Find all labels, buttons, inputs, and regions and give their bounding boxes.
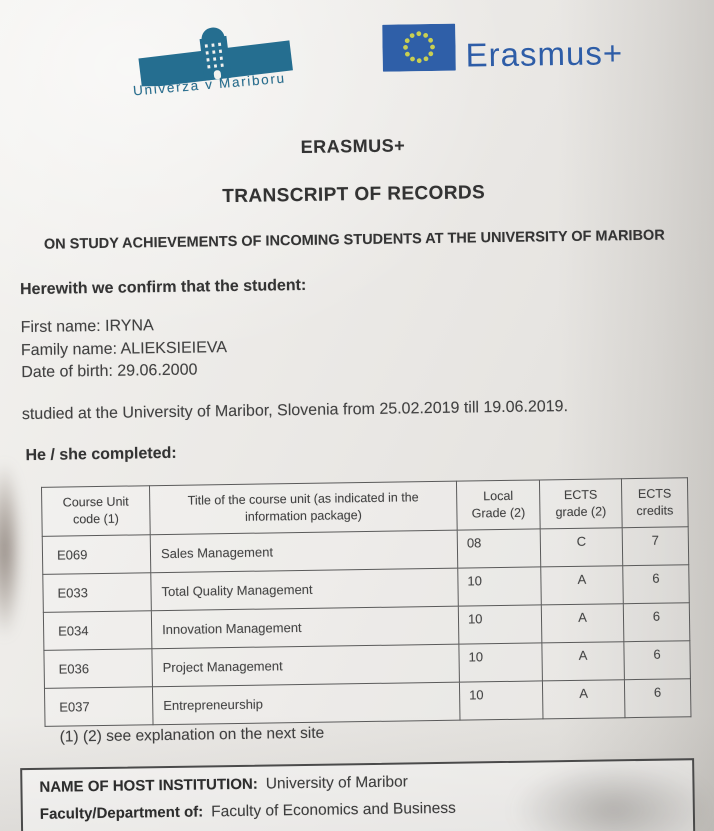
course-code-cell: E036 [43,648,153,689]
course-code-cell: E033 [42,572,152,613]
col-header-course-code: Course Unit code (1) [41,485,151,537]
first-name-row: First name: IRYNA [20,314,226,340]
ects-credits-cell: 6 [622,564,690,604]
document-subtitle: ON STUDY ACHIEVEMENTS OF INCOMING STUDEN… [43,227,665,253]
university-building-icon [138,27,293,89]
birth-date-value: 29.06.2000 [117,361,198,380]
col-header-ects-credits: ECTS credits [621,477,689,528]
course-code-cell: E034 [43,610,152,651]
family-name-row: Family name: ALIEKSIEIEVA [21,337,227,363]
eu-flag-icon [382,23,456,72]
ects-grade-cell: C [540,527,623,567]
course-title-cell: Project Management [151,644,460,687]
ects-credits-cell: 6 [623,640,691,680]
local-grade-cell: 10 [457,566,542,607]
course-title-cell: Sales Management [150,530,458,573]
ects-credits-cell: 6 [623,602,690,642]
ects-grade-cell: A [541,641,625,681]
local-grade-cell: 10 [458,604,542,645]
local-grade-cell: 08 [457,528,541,569]
course-code-cell: E069 [42,534,151,575]
birth-date-row: Date of birth: 29.06.2000 [21,359,227,385]
course-title-cell: Total Quality Management [150,568,459,611]
finger-artifact [0,461,22,639]
footnote: (1) (2) see explanation on the next site [59,724,325,746]
host-institution-label: NAME OF HOST INSTITUTION: [39,775,258,796]
first-name-label: First name: [20,317,101,337]
study-period-line: studied at the University of Maribor, Sl… [21,398,569,424]
ects-grade-cell: A [542,679,625,719]
faculty-value: Faculty of Economics and Business [211,799,456,821]
ects-grade-cell: A [540,565,624,605]
col-header-local-grade: Local Grade (2) [456,479,541,531]
faculty-label: Faculty/Department of: [39,803,204,823]
family-name-value: ALIEKSIEIEVA [120,338,228,358]
photo-shadow [478,745,714,831]
student-details: First name: IRYNA Family name: ALIEKSIEI… [20,314,228,385]
first-name-value: IRYNA [104,317,154,335]
ects-credits-cell: 6 [624,678,691,718]
ects-credits-cell: 7 [622,526,689,566]
family-name-label: Family name: [20,340,118,359]
birth-date-label: Date of birth: [21,362,114,382]
program-title: ERASMUS+ [300,135,406,157]
completed-line: He / she completed: [25,444,177,465]
grades-table: Course Unit code (1) Title of the course… [40,477,692,727]
local-grade-cell: 10 [458,642,543,683]
ects-grade-cell: A [541,603,624,643]
col-header-course-title: Title of the course unit (as indicated i… [149,481,458,535]
course-title-cell: Entrepreneurship [152,682,461,725]
course-code-cell: E037 [44,686,154,727]
erasmus-wordmark: Erasmus+ [465,34,624,74]
document-title: TRANSCRIPT OF RECORDS [222,182,486,208]
university-of-maribor-logo: Univerza v Mariboru [130,24,303,109]
confirmation-line: Herewith we confirm that the student: [19,276,307,299]
host-institution-value: University of Maribor [265,773,408,793]
course-title-cell: Innovation Management [151,606,459,649]
local-grade-cell: 10 [459,680,543,721]
col-header-ects-grade: ECTS grade (2) [539,478,623,529]
